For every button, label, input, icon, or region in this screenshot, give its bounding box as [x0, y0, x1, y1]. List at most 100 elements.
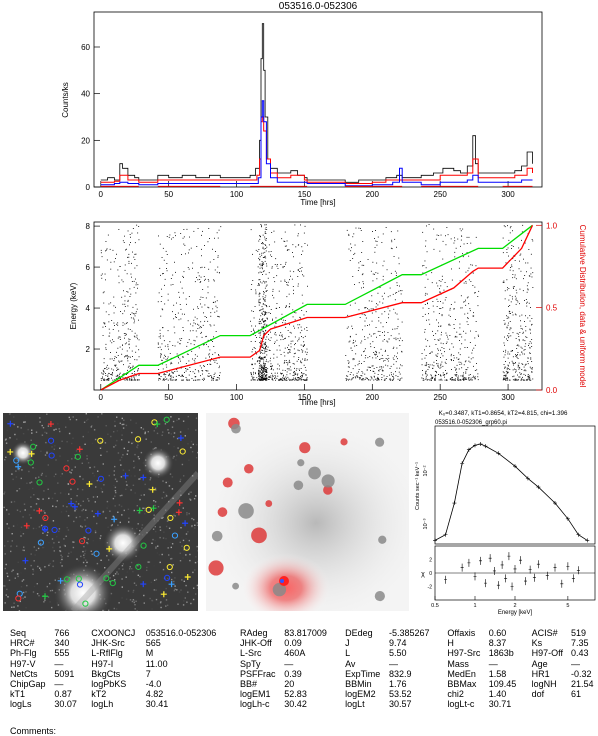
- field-noise-pixel: [22, 597, 24, 599]
- scatter-point: [158, 292, 160, 294]
- scatter-point: [382, 275, 384, 277]
- scatter-point: [216, 271, 218, 273]
- scatter-point: [442, 355, 444, 357]
- scatter-point: [463, 243, 465, 245]
- source-info-table: Seq 766 CXOONCJ 053516.0-052306 RAdeg 83.8170…: [0, 628, 598, 710]
- scatter-point: [258, 293, 260, 295]
- field-noise-pixel: [58, 530, 60, 533]
- scatter-point: [303, 346, 304, 347]
- scatter-point: [270, 309, 272, 310]
- scatter-point: [516, 300, 518, 301]
- field-noise-pixel: [162, 491, 165, 493]
- field-noise-pixel: [121, 439, 123, 441]
- field-noise-pixel: [34, 512, 36, 515]
- scatter-point: [213, 376, 215, 377]
- scatter-point: [138, 226, 140, 227]
- scatter-point: [438, 322, 439, 324]
- scatter-point: [425, 373, 427, 375]
- scatter-point: [463, 372, 464, 374]
- scatter-point: [277, 375, 279, 377]
- scatter-point: [119, 378, 121, 380]
- scatter-point: [135, 292, 137, 294]
- scatter-point: [395, 292, 396, 294]
- scatter-point: [509, 353, 511, 355]
- scatter-point: [264, 351, 266, 353]
- scatter-point: [391, 374, 392, 376]
- scatter-point: [102, 373, 104, 375]
- field-noise-pixel: [165, 525, 168, 528]
- scatter-point: [425, 292, 427, 294]
- scatter-point: [422, 307, 424, 309]
- scatter-point: [439, 338, 441, 340]
- field-noise-pixel: [67, 529, 70, 531]
- scatter-point: [444, 361, 446, 363]
- scatter-point: [160, 376, 162, 377]
- scatter-point: [182, 356, 184, 357]
- scatter-point: [203, 344, 205, 345]
- scatter-point: [163, 378, 165, 380]
- scatter-point: [531, 361, 533, 362]
- scatter-point: [454, 256, 456, 258]
- scatter-point: [161, 360, 163, 361]
- scatter-point: [259, 342, 261, 344]
- field-noise-pixel: [45, 432, 48, 434]
- scatter-point: [435, 371, 437, 372]
- scatter-point: [288, 344, 290, 346]
- field-noise-pixel: [108, 559, 110, 561]
- scatter-point: [456, 357, 458, 359]
- field-noise-pixel: [120, 464, 122, 466]
- scatter-point: [124, 310, 125, 312]
- scatter-point: [208, 228, 210, 229]
- scatter-point: [297, 270, 299, 271]
- scatter-point: [188, 374, 190, 376]
- scatter-point: [130, 314, 131, 315]
- scatter-point: [386, 376, 388, 377]
- field-noise-pixel: [125, 424, 128, 427]
- scatter-point: [102, 376, 103, 378]
- scatter-point: [361, 287, 362, 289]
- scatter-point: [210, 315, 212, 317]
- scatter-point: [425, 365, 427, 367]
- scatter-point: [450, 238, 452, 240]
- field-noise-pixel: [45, 441, 47, 444]
- scatter-point: [264, 365, 266, 367]
- field-noise-pixel: [5, 594, 7, 596]
- scatter-point: [271, 267, 273, 269]
- scatter-point: [460, 379, 461, 381]
- scatter-point: [263, 314, 265, 316]
- scatter-point: [288, 249, 290, 251]
- scatter-point: [370, 270, 372, 272]
- field-noise-pixel: [46, 452, 48, 454]
- scatter-point: [382, 358, 384, 359]
- field-noise-pixel: [67, 460, 69, 462]
- scatter-point: [465, 360, 467, 362]
- scatter-point: [459, 261, 460, 263]
- scatter-point: [262, 373, 264, 375]
- residual-point: [513, 564, 517, 573]
- field-noise-pixel: [169, 473, 172, 475]
- scatter-point: [304, 367, 306, 368]
- scatter-point: [462, 376, 464, 378]
- scatter-point: [394, 270, 396, 272]
- field-noise-pixel: [82, 500, 84, 502]
- scatter-point: [133, 286, 135, 288]
- scatter-point: [357, 364, 359, 366]
- field-noise-pixel: [165, 481, 167, 484]
- scatter-point: [260, 364, 262, 366]
- scatter-point: [449, 378, 451, 380]
- scatter-point: [215, 379, 217, 381]
- field-noise-pixel: [87, 498, 89, 500]
- scatter-point: [100, 378, 102, 379]
- scatter-point: [434, 379, 435, 381]
- scatter-point: [503, 342, 505, 344]
- field-noise-pixel: [114, 425, 116, 427]
- field-noise-pixel: [151, 608, 153, 610]
- smoothed-source-blob: [374, 590, 385, 602]
- scatter-point: [304, 335, 306, 337]
- field-noise-pixel: [68, 432, 71, 435]
- scatter-point: [307, 285, 308, 287]
- scatter-point: [259, 361, 261, 363]
- scatter-point: [507, 316, 509, 318]
- field-noise-pixel: [130, 489, 132, 491]
